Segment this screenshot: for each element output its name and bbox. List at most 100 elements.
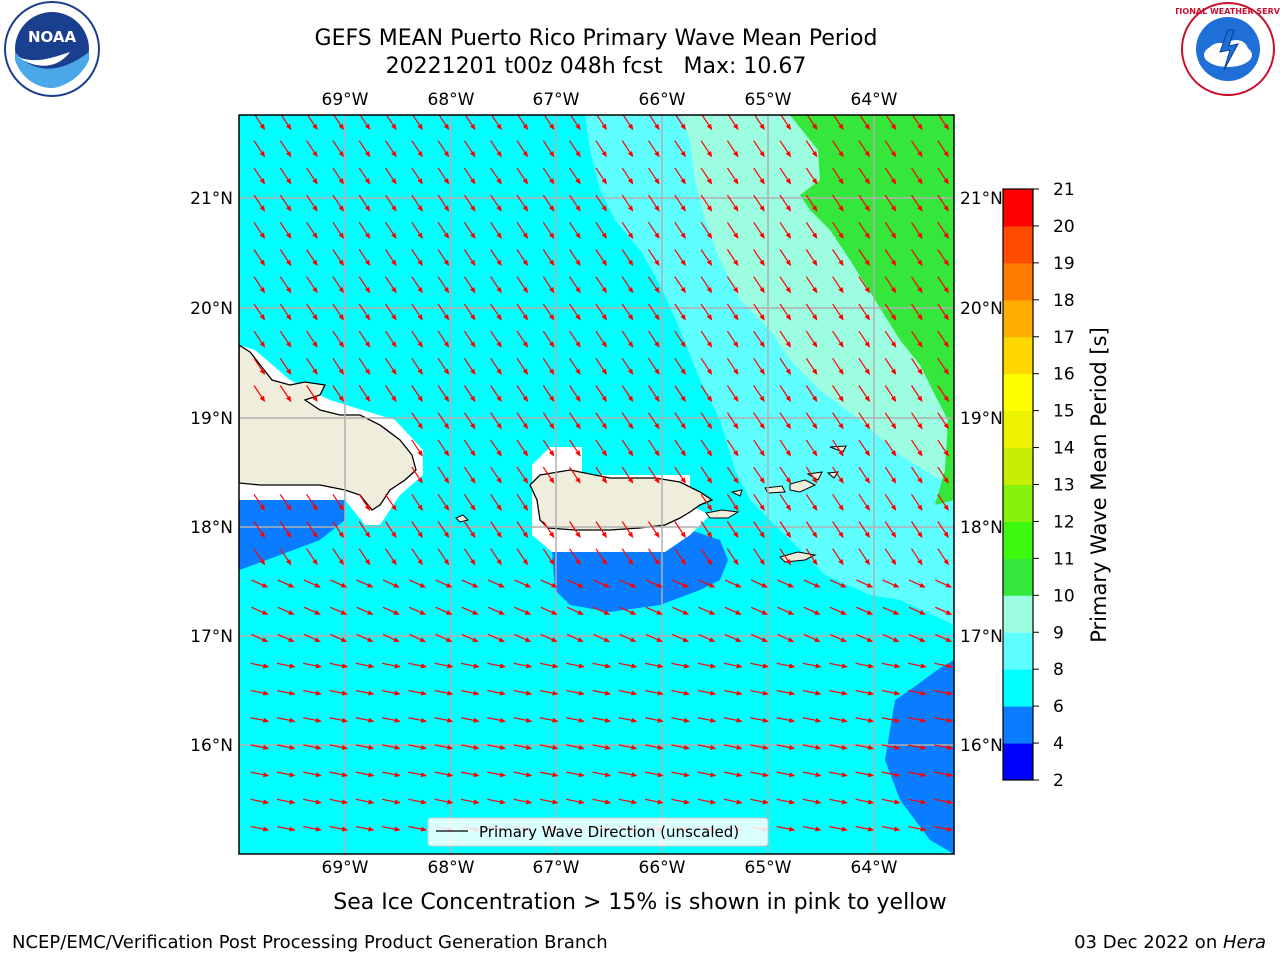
wave-arrow [490, 276, 502, 294]
wave-arrow [411, 412, 423, 430]
wave-arrow [490, 466, 502, 484]
wave-arrow [829, 798, 848, 805]
wave-arrow [884, 194, 897, 212]
colorbar-swatch [1003, 373, 1033, 412]
wave-arrow [697, 771, 717, 778]
wave-arrow [358, 221, 371, 239]
wave-arrow [516, 357, 529, 375]
wave-arrow [805, 330, 818, 348]
wave-arrow [723, 662, 743, 669]
wave-arrow [595, 330, 608, 348]
wave-arrow [753, 548, 765, 566]
wave-arrow [726, 276, 739, 294]
wave-arrow [805, 249, 818, 267]
wave-arrow [621, 548, 634, 566]
wave-arrow [858, 140, 871, 158]
wave-arrow [802, 744, 822, 750]
wave-arrow [358, 303, 371, 321]
wave-arrow [596, 115, 608, 131]
wave-arrow [621, 385, 634, 403]
wave-arrow [753, 276, 765, 294]
wave-arrow [832, 521, 844, 539]
wave-arrow [723, 689, 743, 696]
wave-arrow [648, 249, 660, 267]
wave-arrow [385, 385, 397, 403]
wave-arrow [618, 798, 638, 805]
wave-arrow [303, 798, 322, 805]
wave-arrow [726, 140, 739, 158]
wave-arrow [911, 439, 923, 457]
period-band-4-6-south-hispaniola [239, 500, 345, 570]
wave-arrow [805, 221, 818, 239]
period-band-10-11 [790, 115, 954, 505]
wave-arrow [382, 633, 400, 642]
wave-arrow [355, 717, 375, 723]
wave-arrow [437, 167, 450, 185]
wave-arrow [700, 249, 713, 267]
wave-arrow [726, 466, 739, 484]
wave-arrow [253, 493, 266, 511]
wave-arrow [753, 412, 765, 430]
wave-arrow [858, 330, 871, 348]
period-field [239, 115, 954, 854]
wave-arrow [382, 606, 400, 615]
wave-arrow [358, 276, 371, 294]
wave-arrow [937, 521, 949, 539]
wave-arrow [937, 330, 949, 348]
wave-arrow [672, 579, 690, 588]
wave-arrow [700, 493, 713, 511]
wave-arrow [881, 662, 901, 669]
wave-arrow [697, 798, 717, 805]
wave-arrow [911, 303, 923, 321]
wave-arrow [858, 412, 871, 430]
wave-arrow [566, 771, 585, 778]
wave-arrow [306, 276, 318, 294]
wave-arrow [674, 412, 686, 430]
wave-arrow [908, 633, 926, 642]
wave-arrow [700, 466, 713, 484]
wave-arrow [276, 717, 296, 723]
wave-arrow [332, 493, 345, 511]
wave-arrow [724, 633, 742, 642]
wave-arrow [382, 717, 401, 723]
wave-arrow [411, 140, 423, 158]
colorbar-swatch [1003, 484, 1033, 522]
wave-arrow [490, 303, 502, 321]
wave-arrow [726, 385, 739, 403]
footer-date-text: 03 Dec 2022 on [1074, 932, 1223, 953]
wave-arrow [908, 798, 927, 805]
lat-label-right: 19°N [960, 409, 1003, 429]
wave-arrow [648, 115, 660, 131]
wave-arrow [306, 521, 318, 539]
lon-label-bottom: 68°W [428, 858, 475, 878]
wave-arrow [277, 579, 295, 588]
wave-arrow [881, 825, 901, 832]
wave-arrow [355, 689, 375, 696]
wave-arrow [700, 330, 713, 348]
wave-arrow [753, 385, 765, 403]
wave-arrow [566, 606, 584, 615]
wave-arrow [622, 115, 634, 131]
wave-arrow [569, 330, 581, 348]
wave-arrow [753, 249, 765, 267]
wave-arrow [619, 633, 637, 642]
wave-arrow [674, 249, 686, 267]
wave-arrow [911, 521, 923, 539]
wave-arrow [463, 249, 476, 267]
wave-arrow [595, 249, 608, 267]
wave-arrow [253, 357, 266, 375]
wave-arrow [726, 439, 739, 457]
wave-arrow [855, 771, 875, 778]
wave-arrow [753, 493, 765, 511]
lon-label-bottom: 69°W [322, 858, 369, 878]
wave-arrow [329, 689, 349, 696]
wave-arrow [463, 385, 476, 403]
wave-arrow [516, 466, 529, 484]
wave-arrow [645, 717, 664, 723]
wave-arrow [674, 385, 686, 403]
wave-arrow [330, 579, 348, 588]
wave-arrow [434, 798, 454, 805]
wave-arrow [329, 717, 349, 723]
wave-arrow [487, 717, 506, 723]
wave-arrow [279, 167, 292, 185]
